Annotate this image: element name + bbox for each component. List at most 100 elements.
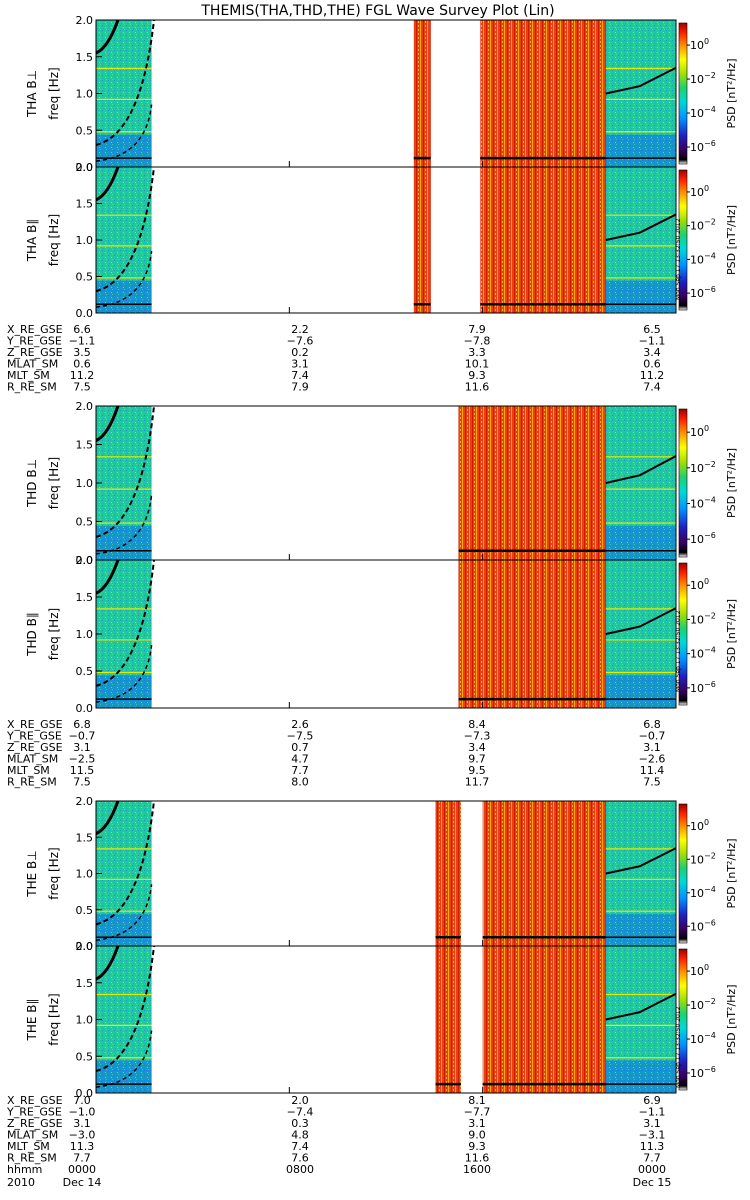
ephemeris-value: −0.7: [639, 730, 666, 743]
spectrogram-texture: [605, 20, 676, 167]
x-tick-label: 1600: [463, 1163, 491, 1176]
spectrogram-texture: [605, 946, 676, 1093]
spectrogram-texture: [413, 167, 431, 313]
ephemeris-value: 9.7: [468, 753, 486, 766]
y-tick-label: 1.0: [76, 628, 94, 641]
colorbar-tick-label: 100: [690, 577, 709, 592]
y-tick-label: 1.0: [76, 1014, 94, 1027]
gyro-curve: [605, 66, 677, 95]
ephemeris-row-label: X_RE_GSE: [7, 1094, 63, 1107]
gyro-curve: [605, 213, 677, 241]
ephemeris-value: 3.1: [643, 741, 661, 754]
ephemeris-thd: X_RE_GSE 6.8 2.6 8.4 6.8 Y_RE_GSE −0.7 −7.5 −7.3…: [6, 718, 665, 789]
colorbar-tick-label: 10−6: [690, 1065, 716, 1080]
gyro-curve: [95, 645, 153, 703]
y-tick-label: 1.5: [76, 439, 94, 452]
ephemeris-row-label: Y_RE_GSE: [6, 335, 62, 348]
colorbar-label: PSD [nT²/Hz]: [725, 599, 738, 669]
y-tick-label: 1.0: [76, 88, 94, 101]
ephemeris-value: 9.3: [468, 1140, 486, 1153]
ephemeris-value: 7.7: [643, 1152, 661, 1165]
ephemeris-value: 7.0: [73, 1094, 91, 1107]
ephemeris-value: 7.7: [73, 1152, 91, 1165]
gyro-curve: [95, 250, 153, 308]
panel-the-bpar: 0.0 0.5 1.0 1.5 2.0 THE B∥ freq [Hz] 100 10−2 10−…: [25, 940, 738, 1100]
ephemeris-value: 0.6: [643, 358, 661, 371]
y-tick-label: 0.0: [76, 554, 94, 567]
y-tick-label: 2.0: [76, 795, 94, 808]
y-axis-label: freq [Hz]: [47, 67, 61, 119]
ephemeris-row-label: MLT_SM: [7, 764, 50, 777]
ephemeris-value: −7.8: [464, 335, 491, 348]
colorbar-tick-label: 10−6: [690, 139, 716, 154]
colorbar: [678, 22, 688, 165]
ephemeris-tables: X_RE_GSE 6.6 2.2 7.9 6.5 Y_RE_GSE −1.1 −7.6 −7.8…: [6, 323, 665, 1165]
gyro-curve: [95, 19, 120, 55]
gyro-curve: [95, 559, 155, 687]
y-tick-label: 0.5: [76, 124, 94, 137]
ephemeris-value: 11.2: [70, 369, 95, 382]
ephemeris-value: −1.1: [639, 335, 666, 348]
ephemeris-value: 11.3: [640, 1140, 665, 1153]
ephemeris-value: 11.7: [465, 776, 490, 789]
y-tick-label: 1.5: [76, 198, 94, 211]
y-tick-label: 1.5: [76, 591, 94, 604]
y-tick-label: 2.0: [76, 400, 94, 413]
ephemeris-value: 3.3: [468, 346, 486, 359]
ephemeris-value: 9.5: [468, 764, 486, 777]
ephemeris-row-label: Y_RE_GSE: [6, 1106, 62, 1119]
gyro-curve: [95, 405, 120, 443]
ephemeris-row-label: X_RE_GSE: [7, 323, 63, 336]
ephemeris-value: 3.1: [291, 358, 309, 371]
x-tick-label: 0000: [68, 1163, 96, 1176]
spectrogram-texture: [480, 167, 606, 313]
colorbar-label: PSD [nT²/Hz]: [725, 205, 738, 275]
ephemeris-value: −7.7: [464, 1106, 491, 1119]
spectrogram-texture: [482, 801, 606, 946]
ephemeris-value: 8.0: [291, 776, 309, 789]
y-tick-label: 1.5: [76, 51, 94, 64]
panel-the-bperp: 0.0 0.5 1.0 1.5 2.0 THE B⊥ freq [Hz] 100 10−2 10−…: [25, 795, 738, 953]
spectrogram-texture: [96, 406, 152, 560]
gyro-curve: [95, 884, 153, 941]
colorbar-tick-label: 10−2: [690, 218, 716, 233]
ephemeris-value: 9.3: [468, 369, 486, 382]
ephemeris-row-label: Z_RE_GSE: [7, 346, 63, 359]
ephemeris-value: −1.1: [639, 1106, 666, 1119]
ephemeris-row-label: MLAT_SM: [7, 358, 58, 371]
ephemeris-value: 3.5: [73, 346, 91, 359]
y-tick-label: 0.0: [76, 1087, 94, 1100]
ephemeris-row-label: R_RE_SM: [7, 776, 57, 789]
panel-thd-bperp: 0.0 0.5 1.0 1.5 2.0 THD B⊥ freq [Hz] 100 10−2 10−…: [25, 400, 738, 567]
y-axis-label: freq [Hz]: [47, 457, 61, 509]
ephemeris-value: 7.5: [73, 381, 91, 394]
ephemeris-value: 11.2: [640, 369, 665, 382]
x-date-start: Dec 14: [63, 1176, 102, 1189]
ephemeris-value: 11.4: [640, 764, 665, 777]
y-tick-label: 0.5: [76, 516, 94, 529]
figure-title: THEMIS(THA,THD,THE) FGL Wave Survey Plot…: [200, 3, 554, 19]
ephemeris-value: 8.1: [468, 1094, 486, 1107]
x-date-end: Dec 15: [633, 1176, 672, 1189]
panel-label: THE B⊥: [25, 850, 39, 897]
colorbar-tick-label: 10−4: [690, 885, 716, 900]
y-tick-label: 1.0: [76, 477, 94, 490]
plot-timestamp: Mon Sep 17 13:32:50 2012: [675, 218, 682, 300]
ephemeris-row-label: MLT_SM: [7, 1140, 50, 1153]
panel-thd-bpar: 0.0 0.5 1.0 1.5 2.0 THD B∥ freq [Hz] 100 10−2 10−…: [25, 554, 738, 715]
spectrogram-texture: [482, 946, 606, 1093]
colorbar: [678, 948, 688, 1091]
gyro-curve: [95, 945, 155, 1072]
spectrogram-texture: [96, 560, 152, 708]
colorbar-tick-label: 10−2: [690, 460, 716, 475]
gyro-curve: [95, 166, 155, 293]
colorbar-tick-label: 10−6: [690, 918, 716, 933]
x-axis-label: hhmm: [7, 1163, 42, 1176]
y-tick-label: 0.0: [76, 702, 94, 715]
x-tick-label: 0000: [638, 1163, 666, 1176]
ephemeris-value: 11.3: [70, 1140, 95, 1153]
panel-label: THA B∥: [25, 219, 39, 263]
y-axis-label: freq [Hz]: [47, 608, 61, 660]
colorbar-tick-label: 100: [690, 963, 709, 978]
gyro-curve: [95, 1030, 153, 1088]
